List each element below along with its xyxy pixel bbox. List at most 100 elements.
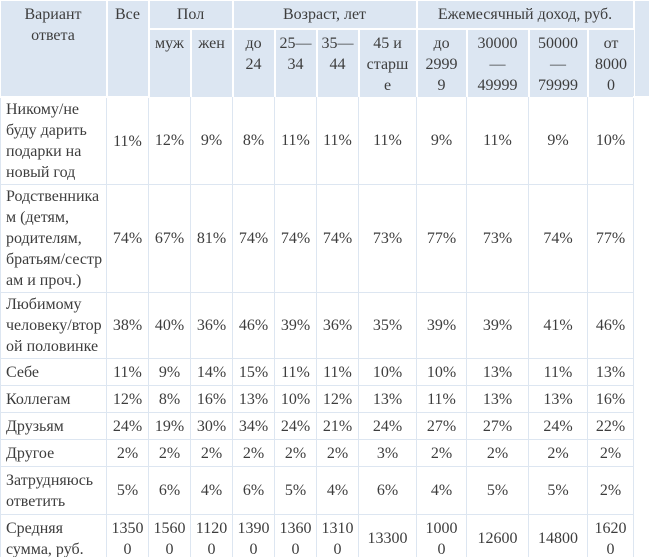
header-female: жен	[190, 29, 234, 97]
value-cell: 9%	[148, 358, 191, 386]
value-cell: 8%	[148, 385, 191, 413]
row-label: Никому/не буду дарить подарки на новый г…	[0, 97, 107, 185]
table-row: Никому/не буду дарить подарки на новый г…	[0, 97, 649, 185]
value-cell: 3%	[358, 439, 418, 467]
value-cell: 13%	[232, 385, 276, 413]
value-cell: 19%	[148, 412, 191, 440]
value-cell: 14%	[189, 358, 234, 386]
cropped-filler-cell	[633, 514, 649, 557]
header-income-50000-79999: 50000 — 79999	[528, 29, 589, 97]
value-cell: 11%	[466, 97, 530, 185]
value-cell: 73%	[358, 184, 418, 293]
value-cell: 9%	[416, 97, 468, 185]
value-cell: 74%	[232, 184, 276, 293]
value-cell: 6%	[148, 466, 191, 515]
value-cell: 1350 0	[106, 514, 149, 557]
value-cell: 5%	[466, 466, 530, 515]
table-row: Затрудняюсь ответить 5% 6% 4% 6% 5% 4% 6% 4% 5% 5%…	[0, 466, 649, 515]
value-cell: 74%	[274, 184, 318, 293]
row-label: Средняя сумма, руб.	[0, 514, 107, 557]
header-male: муж	[148, 29, 192, 97]
header-age-35-44: 35— 44	[316, 29, 360, 97]
value-cell: 73%	[466, 184, 530, 293]
value-cell: 4%	[316, 466, 360, 515]
header-group-income: Ежемесячный доход, руб.	[416, 1, 635, 30]
value-cell: 4%	[416, 466, 468, 515]
value-cell: 4%	[189, 466, 234, 515]
value-cell: 11%	[274, 97, 318, 185]
table-row: Родственника м (детям, родителям, братья…	[0, 184, 649, 293]
table-row: Коллегам 12% 8% 16% 13% 10% 12% 13% 11% 13% 13% 16%	[0, 385, 649, 413]
value-cell: 15%	[232, 358, 276, 386]
value-cell: 74%	[316, 184, 360, 293]
value-cell: 1390 0	[232, 514, 276, 557]
row-label: Другое	[0, 439, 107, 467]
value-cell: 12%	[316, 385, 360, 413]
value-cell: 2%	[587, 439, 635, 467]
value-cell: 39%	[416, 292, 468, 359]
value-cell: 1120 0	[189, 514, 234, 557]
cropped-filler-cell	[633, 184, 649, 293]
value-cell: 5%	[106, 466, 149, 515]
cropped-filler-cell	[633, 385, 649, 413]
value-cell: 11%	[358, 97, 418, 185]
table-row: Средняя сумма, руб. 1350 0 1560 0 1120 0 139…	[0, 514, 649, 557]
value-cell: 1560 0	[148, 514, 191, 557]
value-cell: 36%	[316, 292, 360, 359]
value-cell: 40%	[148, 292, 191, 359]
value-cell: 11%	[106, 97, 149, 185]
value-cell: 11%	[316, 97, 360, 185]
header-age-under-24: до 24	[232, 29, 276, 97]
value-cell: 11%	[274, 358, 318, 386]
value-cell: 13%	[528, 385, 589, 413]
header-income-under-29999: до 2999 9	[416, 29, 468, 97]
cropped-filler-cell	[633, 358, 649, 386]
header-answer-option: Вариант ответа	[0, 1, 108, 98]
value-cell: 2%	[232, 439, 276, 467]
value-cell: 24%	[358, 412, 418, 440]
value-cell: 2%	[587, 466, 635, 515]
header-age-25-34: 25— 34	[274, 29, 318, 97]
table-row: Любимому человеку/втор ой половинке 38% 40…	[0, 292, 649, 359]
value-cell: 10%	[274, 385, 318, 413]
value-cell: 13300	[358, 514, 418, 557]
value-cell: 13%	[466, 358, 530, 386]
value-cell: 2%	[189, 439, 234, 467]
value-cell: 67%	[148, 184, 191, 293]
table-body: Никому/не буду дарить подарки на новый г…	[0, 97, 649, 557]
value-cell: 13%	[466, 385, 530, 413]
value-cell: 13%	[358, 385, 418, 413]
cropped-filler-cell	[633, 97, 649, 185]
value-cell: 2%	[106, 439, 149, 467]
row-label: Коллегам	[0, 385, 107, 413]
value-cell: 11%	[316, 358, 360, 386]
table-row: Друзьям 24% 19% 30% 34% 24% 21% 24% 27% 27% 24% 22%	[0, 412, 649, 440]
value-cell: 10%	[358, 358, 418, 386]
value-cell: 12%	[148, 97, 191, 185]
table-header: Вариант ответа Все Пол Возраст, лет Ежем…	[0, 1, 649, 98]
header-age-45-plus: 45 и старш е	[358, 29, 418, 97]
value-cell: 39%	[274, 292, 318, 359]
header-group-age: Возраст, лет	[232, 1, 418, 30]
value-cell: 35%	[358, 292, 418, 359]
value-cell: 14800	[528, 514, 589, 557]
value-cell: 27%	[466, 412, 530, 440]
value-cell: 22%	[587, 412, 635, 440]
value-cell: 77%	[587, 184, 635, 293]
value-cell: 1000 0	[416, 514, 468, 557]
cropped-filler-cell	[633, 466, 649, 515]
value-cell: 1310 0	[316, 514, 360, 557]
value-cell: 11%	[528, 358, 589, 386]
value-cell: 27%	[416, 412, 468, 440]
value-cell: 46%	[232, 292, 276, 359]
value-cell: 30%	[189, 412, 234, 440]
value-cell: 5%	[274, 466, 318, 515]
value-cell: 5%	[528, 466, 589, 515]
value-cell: 11%	[106, 358, 149, 386]
value-cell: 77%	[416, 184, 468, 293]
cropped-filler-cell	[633, 292, 649, 359]
value-cell: 24%	[528, 412, 589, 440]
value-cell: 11%	[416, 385, 468, 413]
value-cell: 9%	[189, 97, 234, 185]
